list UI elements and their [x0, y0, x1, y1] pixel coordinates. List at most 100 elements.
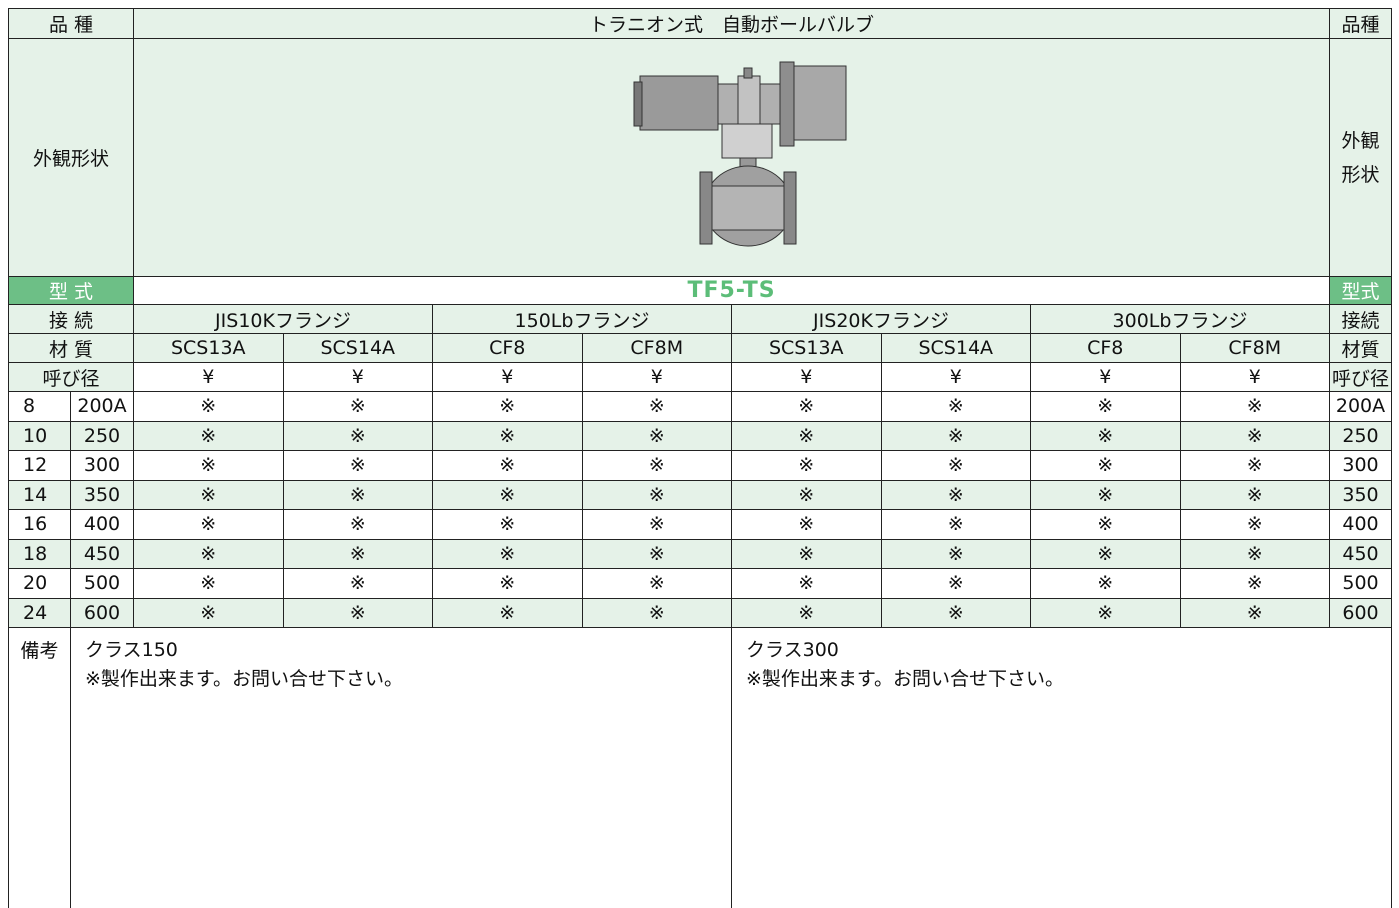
material: SCS13A [133, 333, 284, 363]
availability: ※ [581, 450, 732, 481]
availability: ※ [282, 509, 433, 540]
availability: ※ [880, 568, 1031, 599]
availability: ※ [133, 391, 284, 422]
availability: ※ [581, 420, 732, 451]
price-cell: ¥ [880, 362, 1031, 392]
availability: ※ [432, 391, 583, 422]
availability: ※ [731, 509, 882, 540]
price-cell: ¥ [432, 362, 583, 392]
availability: ※ [880, 538, 1031, 569]
availability: ※ [432, 509, 583, 540]
material: CF8 [432, 333, 583, 363]
nominal-size: 250 [70, 420, 134, 451]
availability: ※ [1179, 450, 1330, 481]
price-cell: ¥ [1179, 362, 1330, 392]
connection-label: 接続 [1329, 304, 1392, 334]
availability: ※ [880, 597, 1031, 628]
availability: ※ [1179, 597, 1330, 628]
nominal-size: 300 [1329, 450, 1392, 481]
model-value: TF5-TS [133, 276, 1330, 305]
nominal-size: 200A [70, 391, 134, 422]
availability: ※ [1179, 479, 1330, 510]
appearance-image [133, 38, 1330, 277]
header-label: 品種 [1329, 8, 1392, 39]
availability: ※ [731, 391, 882, 422]
availability: ※ [880, 509, 1031, 540]
material: SCS13A [731, 333, 882, 363]
availability: ※ [1179, 538, 1330, 569]
header-label: 品 種 [8, 8, 134, 39]
connection-group: JIS10Kフランジ [133, 304, 433, 334]
availability: ※ [133, 597, 284, 628]
availability: ※ [581, 509, 732, 540]
inch-size: 8 [8, 391, 71, 422]
availability: ※ [1179, 568, 1330, 599]
remarks-note: ※製作出来ます。お問い合せ下さい。 [85, 668, 404, 690]
availability: ※ [1179, 420, 1330, 451]
size-label: 呼び径 [8, 362, 134, 392]
material-label: 材質 [1329, 333, 1392, 363]
nominal-size: 200A [1329, 391, 1392, 422]
connection-group: 300Lbフランジ [1030, 304, 1330, 334]
availability: ※ [880, 479, 1031, 510]
availability: ※ [432, 420, 583, 451]
availability: ※ [282, 450, 433, 481]
remarks-left: クラス150 ※製作出来ます。お問い合せ下さい。 [70, 627, 732, 908]
availability: ※ [432, 538, 583, 569]
availability: ※ [133, 479, 284, 510]
availability: ※ [432, 568, 583, 599]
remarks-right: クラス300 ※製作出来ます。お問い合せ下さい。 [731, 627, 1392, 908]
nominal-size: 250 [1329, 420, 1392, 451]
remarks-title: クラス300 [746, 639, 839, 661]
availability: ※ [133, 509, 284, 540]
inch-size: 18 [8, 538, 71, 569]
availability: ※ [1179, 391, 1330, 422]
availability: ※ [731, 450, 882, 481]
price-cell: ¥ [731, 362, 882, 392]
inch-size: 16 [8, 509, 71, 540]
nominal-size: 450 [1329, 538, 1392, 569]
remarks-label: 備考 [8, 627, 71, 908]
nominal-size: 500 [1329, 568, 1392, 599]
availability: ※ [133, 450, 284, 481]
availability: ※ [432, 479, 583, 510]
model-label: 型 式 [8, 276, 134, 305]
availability: ※ [1030, 450, 1181, 481]
availability: ※ [1030, 568, 1181, 599]
availability: ※ [1030, 420, 1181, 451]
inch-size: 20 [8, 568, 71, 599]
nominal-size: 600 [70, 597, 134, 628]
size-label: 呼び径 [1329, 362, 1392, 392]
nominal-size: 400 [1329, 509, 1392, 540]
availability: ※ [282, 568, 433, 599]
availability: ※ [1030, 538, 1181, 569]
inch-size: 14 [8, 479, 71, 510]
material: CF8 [1030, 333, 1181, 363]
material: CF8M [581, 333, 732, 363]
material: SCS14A [880, 333, 1031, 363]
availability: ※ [581, 538, 732, 569]
availability: ※ [432, 597, 583, 628]
inch-size: 12 [8, 450, 71, 481]
availability: ※ [133, 568, 284, 599]
availability: ※ [282, 391, 433, 422]
material: SCS14A [282, 333, 433, 363]
nominal-size: 300 [70, 450, 134, 481]
price-cell: ¥ [1030, 362, 1181, 392]
material: CF8M [1179, 333, 1330, 363]
inch-size: 24 [8, 597, 71, 628]
availability: ※ [133, 538, 284, 569]
nominal-size: 350 [70, 479, 134, 510]
appearance-label-line: 形状 [1341, 163, 1380, 186]
availability: ※ [1179, 509, 1330, 540]
appearance-label: 外観形状 [1329, 38, 1392, 277]
availability: ※ [133, 420, 284, 451]
nominal-size: 450 [70, 538, 134, 569]
availability: ※ [1030, 479, 1181, 510]
availability: ※ [1030, 597, 1181, 628]
availability: ※ [731, 568, 882, 599]
availability: ※ [581, 568, 732, 599]
availability: ※ [282, 420, 433, 451]
nominal-size: 500 [70, 568, 134, 599]
